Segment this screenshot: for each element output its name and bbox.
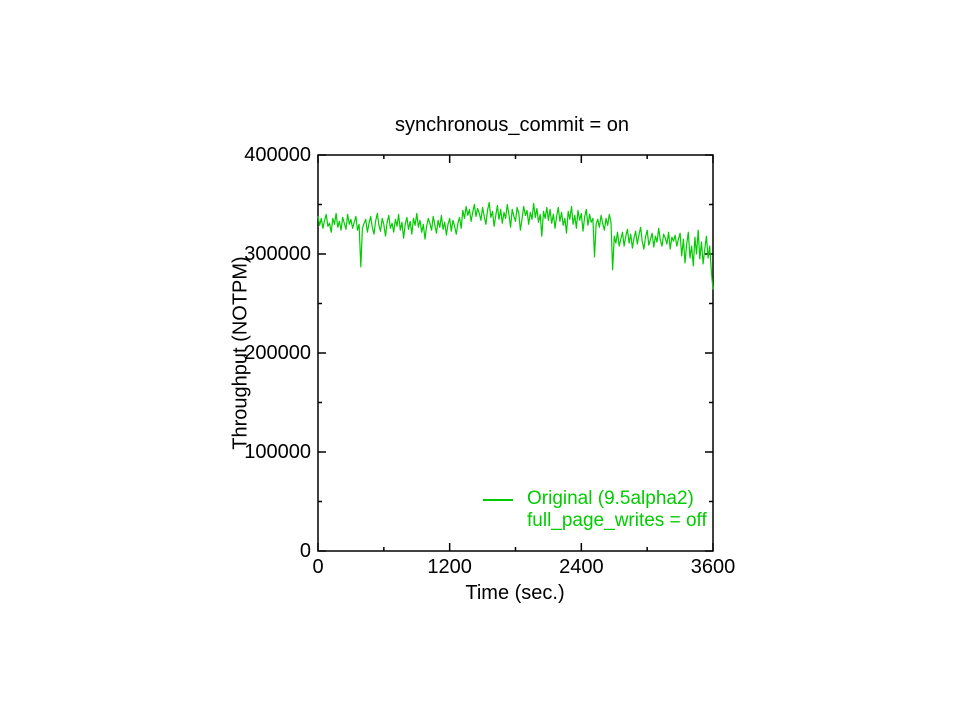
x-axis-label: Time (sec.) — [465, 582, 565, 604]
chart-title: synchronous_commit = on — [394, 114, 630, 136]
x-tick-label: 2400 — [559, 556, 604, 578]
y-tick-label: 200000 — [244, 342, 311, 364]
x-tick-label: 0 — [312, 556, 324, 578]
series-line — [317, 201, 714, 290]
legend-line-sample — [483, 499, 513, 501]
x-tick-label: 1200 — [427, 556, 472, 578]
legend: Original (9.5alpha2) full_page_writes = … — [483, 488, 707, 532]
y-tick-label: 400000 — [244, 144, 311, 166]
legend-label-line1: Original (9.5alpha2) — [527, 488, 694, 509]
legend-text: Original (9.5alpha2) full_page_writes = … — [527, 488, 707, 532]
y-tick-label: 300000 — [244, 243, 311, 265]
legend-label-line2: full_page_writes = off — [527, 510, 707, 531]
y-tick-label: 100000 — [244, 441, 311, 463]
x-tick-label: 3600 — [690, 556, 736, 578]
y-tick-label: 0 — [299, 540, 311, 562]
